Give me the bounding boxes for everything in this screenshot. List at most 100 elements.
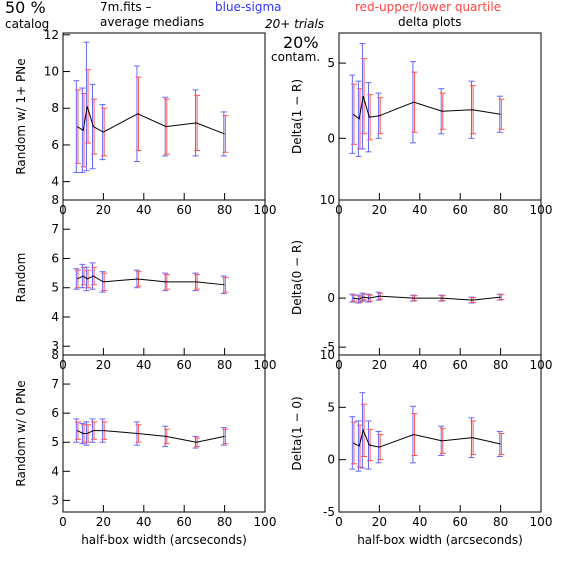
y-axis-label: Delta(0 − R)	[290, 240, 304, 315]
y-tick-label: 4	[51, 464, 59, 478]
y-tick-label: 6	[51, 406, 59, 420]
y-tick-label: 5	[327, 56, 335, 70]
y-tick-label: 8	[51, 348, 59, 362]
y-tick-label: 6	[51, 251, 59, 265]
sigma-error-bar	[359, 43, 366, 150]
percent: 50 %	[5, 0, 46, 17]
x-tick-label: 20	[372, 203, 387, 217]
x-tick-label: 40	[412, 515, 427, 529]
y-tick-label: 5	[51, 435, 59, 449]
sigma-legend: blue-sigma	[215, 0, 282, 14]
contam-pct: 20%	[283, 33, 319, 52]
x-tick-label: 40	[136, 203, 151, 217]
x-axis-label: half-box width (arcseconds)	[357, 533, 523, 547]
medians: average medians	[100, 15, 204, 29]
y-tick-label: 7	[51, 377, 59, 391]
median-line	[76, 430, 225, 443]
x-tick-label: 20	[96, 358, 111, 372]
sigma-error-bar	[73, 80, 80, 173]
sigma-error-bar	[349, 416, 356, 470]
x-tick-label: 80	[493, 203, 508, 217]
y-axis-label: Delta(1 − 0)	[290, 396, 304, 470]
y-axis-label: Random w/ 1+ PNe	[14, 58, 28, 174]
catalog: catalog	[5, 17, 49, 31]
y-tick-label: 5	[327, 400, 335, 414]
quartile-legend: red-upper/lower quartile	[355, 0, 501, 14]
y-axis-label: Random w/ 0 PNe	[14, 380, 28, 486]
y-tick-label: 5	[51, 281, 59, 295]
delta: delta plots	[398, 15, 461, 29]
y-tick-label: 10	[320, 348, 335, 362]
x-tick-label: 80	[493, 358, 508, 372]
y-axis-label: Random	[14, 253, 28, 303]
y-tick-label: 8	[51, 101, 59, 115]
plot-frame	[62, 199, 266, 356]
x-tick-label: 80	[493, 515, 508, 529]
x-tick-label: 80	[217, 358, 232, 372]
y-tick-label: 10	[320, 193, 335, 207]
contam: contam.	[271, 50, 320, 64]
y-tick-label: 12	[44, 28, 59, 42]
median-line	[76, 106, 225, 135]
quartile-error-bar	[498, 433, 505, 455]
quartile-error-bar	[498, 294, 505, 301]
plot-frame	[62, 354, 266, 513]
y-tick-label: 0	[327, 291, 335, 305]
y-tick-label: -5	[323, 340, 335, 354]
sigma-error-bar	[73, 418, 80, 443]
x-tick-label: 0	[335, 515, 343, 529]
x-tick-label: 60	[453, 358, 468, 372]
quartile-error-bar	[361, 58, 368, 135]
x-tick-label: 100	[530, 515, 553, 529]
x-tick-label: 40	[412, 203, 427, 217]
y-tick-label: 4	[51, 310, 59, 324]
y-axis-label: Delta(1 − R)	[290, 79, 304, 154]
quartile-error-bar	[85, 69, 92, 144]
x-tick-label: 20	[372, 358, 387, 372]
sigma-error-bar	[89, 83, 96, 170]
plot-frame	[62, 32, 266, 201]
y-tick-label: -5	[323, 505, 335, 519]
x-tick-label: 80	[217, 515, 232, 529]
sigma-error-bar	[365, 82, 372, 153]
file: 7m.fits –	[100, 0, 151, 14]
x-tick-label: 60	[177, 515, 192, 529]
x-tick-label: 20	[96, 203, 111, 217]
median-line	[353, 295, 501, 301]
x-tick-label: 60	[453, 203, 468, 217]
x-axis-label: half-box width (arcseconds)	[81, 533, 247, 547]
x-tick-label: 60	[177, 203, 192, 217]
x-tick-label: 40	[136, 515, 151, 529]
sigma-error-bar	[359, 392, 366, 469]
x-tick-label: 100	[254, 515, 277, 529]
y-tick-label: 0	[327, 131, 335, 145]
y-tick-label: 10	[44, 65, 59, 79]
x-tick-label: 20	[372, 515, 387, 529]
sigma-error-bar	[349, 74, 356, 154]
y-tick-label: 3	[51, 493, 59, 507]
quartile-error-bar	[498, 98, 505, 130]
quartile-error-bar	[222, 428, 229, 445]
quartile-error-bar	[361, 403, 368, 458]
x-tick-label: 60	[453, 515, 468, 529]
plot-frame	[338, 354, 542, 513]
quartile-error-bar	[222, 277, 229, 293]
y-tick-label: 8	[51, 193, 59, 207]
x-tick-label: 20	[96, 515, 111, 529]
x-tick-label: 40	[412, 358, 427, 372]
median-line	[352, 428, 501, 448]
y-tick-label: 4	[51, 175, 59, 189]
median-line	[76, 275, 225, 286]
y-tick-label: 3	[51, 339, 59, 353]
x-tick-label: 60	[177, 358, 192, 372]
plot-frame	[338, 199, 542, 356]
sigma-error-bar	[83, 41, 90, 172]
median-line	[352, 96, 501, 120]
x-tick-label: 0	[59, 515, 67, 529]
quartile-error-bar	[222, 115, 229, 153]
y-tick-label: 6	[51, 138, 59, 152]
y-tick-label: 0	[327, 453, 335, 467]
y-tick-label: 7	[51, 222, 59, 236]
trials: 20+ trials	[265, 17, 324, 31]
